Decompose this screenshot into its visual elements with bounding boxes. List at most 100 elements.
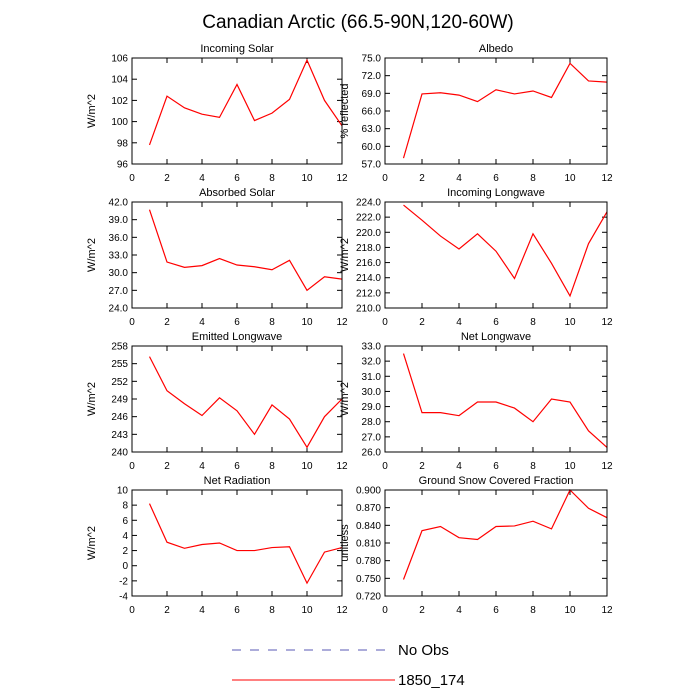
x-tick-label: 6 [493, 317, 499, 328]
y-tick-label: 0 [122, 561, 128, 572]
y-tick-label: 27.0 [109, 286, 129, 297]
x-tick-label: 10 [301, 605, 313, 616]
x-tick-label: 8 [530, 605, 536, 616]
x-tick-label: 0 [382, 461, 388, 472]
y-tick-label: 0.900 [356, 486, 381, 497]
y-tick-label: 224.0 [356, 198, 381, 209]
y-tick-label: 66.0 [362, 107, 382, 118]
y-axis-label: W/m^2 [86, 382, 98, 416]
x-tick-label: 0 [129, 173, 135, 184]
x-tick-label: 10 [564, 461, 576, 472]
y-tick-label: 29.0 [362, 402, 382, 413]
y-tick-label: 0.720 [356, 592, 381, 603]
y-tick-label: 30.0 [362, 387, 382, 398]
y-tick-label: 214.0 [356, 273, 381, 284]
data-line [402, 62, 608, 159]
y-tick-label: 0.840 [356, 521, 381, 532]
x-tick-label: 10 [564, 173, 576, 184]
x-tick-label: 10 [301, 461, 313, 472]
data-line [148, 503, 343, 585]
y-tick-label: 240 [111, 448, 128, 459]
plot-frame [384, 201, 608, 309]
panel: Net Radiation W/m^2 -4 -2 0 2 4 6 8 10 0 2 4 6 8 10 12 [86, 475, 348, 616]
x-tick-label: 6 [234, 605, 240, 616]
x-tick-label: 4 [199, 461, 205, 472]
y-tick-label: 258 [111, 342, 128, 353]
x-tick-label: 8 [530, 461, 536, 472]
y-tick-label: 222.0 [356, 213, 381, 224]
y-tick-label: 42.0 [109, 198, 129, 209]
x-tick-label: 2 [419, 317, 425, 328]
y-tick-label: 100 [111, 117, 128, 128]
y-tick-label: 106 [111, 54, 128, 65]
data-line [148, 58, 343, 146]
x-tick-label: 6 [493, 461, 499, 472]
x-tick-label: 4 [456, 461, 462, 472]
panel-title: Incoming Solar [200, 43, 274, 55]
x-tick-label: 8 [269, 605, 275, 616]
y-tick-label: 39.0 [109, 215, 129, 226]
x-tick-label: 2 [419, 605, 425, 616]
panel: Net Longwave W/m^2 26.0 27.0 28.0 29.0 30.0 31.… [339, 331, 613, 472]
y-tick-label: 31.0 [362, 372, 382, 383]
plot-frame [384, 345, 608, 453]
x-tick-label: 6 [234, 173, 240, 184]
y-axis-label: W/m^2 [86, 238, 98, 272]
y-tick-label: 255 [111, 359, 128, 370]
plot-frame [131, 345, 343, 453]
x-tick-label: 12 [336, 461, 348, 472]
y-tick-label: 218.0 [356, 243, 381, 254]
x-tick-label: 6 [234, 317, 240, 328]
x-tick-label: 2 [164, 317, 170, 328]
panel: Incoming Longwave W/m^2 210.0 212.0 214.0 216… [339, 187, 613, 328]
plot-frame [131, 57, 343, 165]
y-tick-label: 57.0 [362, 160, 382, 171]
y-tick-label: 210.0 [356, 304, 381, 315]
panel-title: Ground Snow Covered Fraction [419, 475, 574, 487]
y-tick-label: 26.0 [362, 448, 382, 459]
panel: Albedo % reflected 57.0 60.0 63.0 66.0 69.0 72.… [339, 43, 613, 184]
y-tick-label: 30.0 [109, 268, 129, 279]
x-tick-label: 12 [336, 173, 348, 184]
y-tick-label: 249 [111, 395, 128, 406]
x-tick-label: 8 [530, 173, 536, 184]
x-tick-label: 8 [269, 317, 275, 328]
legend-label: 1850_174 [398, 672, 465, 689]
x-tick-label: 4 [199, 173, 205, 184]
y-tick-label: 69.0 [362, 89, 382, 100]
x-tick-label: 6 [493, 605, 499, 616]
plot-frame [384, 489, 608, 597]
x-tick-label: 12 [601, 461, 613, 472]
y-tick-label: -2 [119, 576, 128, 587]
x-tick-label: 4 [199, 605, 205, 616]
plot-frame [384, 57, 608, 165]
y-tick-label: 243 [111, 430, 128, 441]
y-tick-label: 10 [117, 486, 129, 497]
y-tick-label: 104 [111, 75, 128, 86]
y-tick-label: 4 [122, 531, 128, 542]
y-tick-label: -4 [119, 592, 128, 603]
panel-title: Incoming Longwave [447, 187, 545, 199]
x-tick-label: 0 [382, 317, 388, 328]
y-tick-label: 33.0 [362, 342, 382, 353]
data-line [148, 356, 343, 449]
x-tick-label: 2 [164, 173, 170, 184]
figure-title: Canadian Arctic (66.5-90N,120-60W) [202, 12, 514, 33]
x-tick-label: 10 [564, 317, 576, 328]
y-tick-label: 33.0 [109, 251, 129, 262]
y-tick-label: 6 [122, 516, 128, 527]
data-line [148, 209, 343, 292]
panel-title: Albedo [479, 43, 513, 55]
x-tick-label: 0 [129, 461, 135, 472]
y-axis-label: unitless [339, 524, 351, 562]
y-tick-label: 0.810 [356, 539, 381, 550]
x-tick-label: 0 [129, 605, 135, 616]
panel: Absorbed Solar W/m^2 24.0 27.0 30.0 33.0 36.0 3… [86, 187, 348, 328]
x-tick-label: 0 [382, 173, 388, 184]
x-tick-label: 4 [456, 605, 462, 616]
x-tick-label: 8 [269, 173, 275, 184]
x-tick-label: 0 [382, 605, 388, 616]
x-tick-label: 4 [456, 317, 462, 328]
x-tick-label: 2 [419, 173, 425, 184]
